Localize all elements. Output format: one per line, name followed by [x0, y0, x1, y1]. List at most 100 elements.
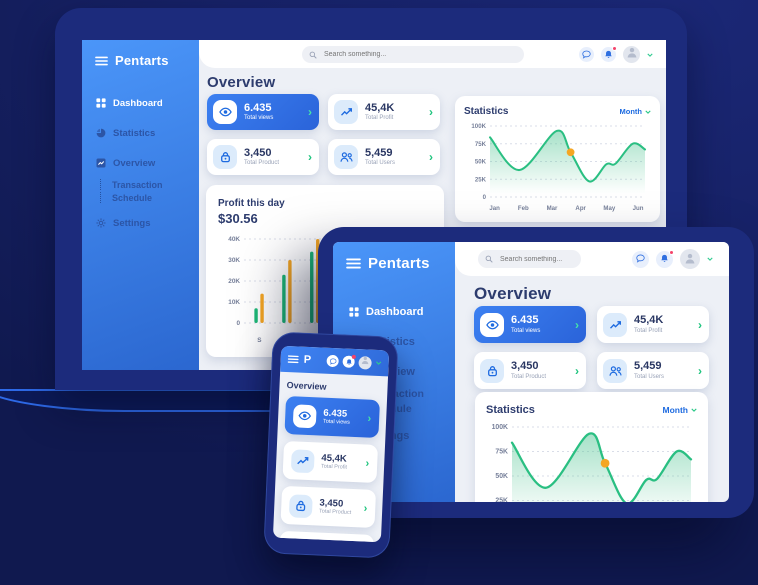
search-input[interactable] — [498, 254, 574, 264]
hamburger-icon[interactable] — [95, 56, 108, 66]
chat-icon — [636, 250, 645, 268]
sidebar-item-label: Schedule — [112, 192, 153, 203]
stat-label: Total views — [511, 327, 541, 334]
logo-row: Pentarts — [333, 242, 455, 272]
stat-card[interactable]: 6.435 Total views › — [474, 306, 586, 343]
stat-card[interactable]: 3,450 Total Product › — [280, 485, 377, 528]
chat-button[interactable] — [326, 354, 339, 368]
avatar-icon — [684, 251, 696, 269]
notifications-button[interactable] — [601, 46, 617, 62]
stat-card[interactable]: 6.435 Total views › — [207, 94, 319, 130]
sidebar-item-dashboard[interactable]: Dashboard — [333, 304, 455, 320]
statistics-icon — [96, 128, 106, 138]
stat-card[interactable]: 5,459 Total Users › — [328, 139, 440, 175]
svg-text:75K: 75K — [495, 449, 508, 456]
profile-menu-button[interactable] — [376, 361, 382, 365]
month-dropdown[interactable]: Month — [663, 405, 698, 415]
avatar[interactable] — [358, 355, 372, 370]
phone-body: Overview 6.435 Total views › 45,4K Total… — [273, 372, 388, 543]
bell-icon — [660, 250, 669, 268]
stat-card[interactable]: 5,459 Total Users › — [278, 530, 375, 543]
topbar-icons — [632, 249, 713, 269]
logo-row: Pentarts — [82, 40, 199, 68]
hamburger-icon[interactable] — [346, 258, 361, 269]
sub-item-connector — [100, 179, 105, 190]
sidebar-item-statistics[interactable]: Statistics — [82, 126, 199, 140]
stat-value: 6.435 — [244, 101, 272, 114]
stat-label: Total views — [244, 115, 274, 121]
svg-text:100K: 100K — [471, 123, 486, 130]
month-dropdown[interactable]: Month — [620, 107, 652, 116]
search-box[interactable] — [302, 46, 524, 63]
topbar — [199, 40, 666, 68]
svg-text:25K: 25K — [495, 498, 508, 503]
chevron-right-icon: › — [698, 363, 702, 378]
svg-text:Apr: Apr — [575, 205, 586, 212]
stat-value: 5,459 — [365, 146, 393, 159]
stat-label: Total Users — [634, 373, 665, 380]
stat-value: 45,4K — [634, 314, 664, 327]
month-label: Month — [662, 405, 689, 415]
chevron-right-icon: › — [429, 150, 433, 164]
stat-label: Total views — [322, 419, 351, 427]
app-logo: P — [303, 353, 312, 367]
sidebar-item-overview[interactable]: Overview — [82, 156, 199, 170]
stat-card[interactable]: 3,450 Total Product › — [207, 139, 319, 175]
topbar-icons — [326, 354, 382, 370]
profit-title: Profit this day — [218, 198, 285, 209]
chevron-right-icon: › — [698, 317, 702, 332]
search-box[interactable] — [478, 250, 581, 268]
notifications-button[interactable] — [342, 354, 356, 368]
statistics-title: Statistics — [486, 404, 535, 416]
stat-card[interactable]: 6.435 Total views › — [284, 395, 381, 439]
sidebar-item-settings[interactable]: Settings — [82, 216, 199, 230]
profile-menu-button[interactable] — [707, 257, 713, 261]
chevron-right-icon: › — [365, 457, 370, 470]
stat-cards: 6.435 Total views › 45,4K Total Profit ›… — [474, 306, 709, 389]
stat-card[interactable]: 45,4K Total Profit › — [328, 94, 440, 130]
sidebar-item-label: Dashboard — [366, 306, 424, 318]
chat-button[interactable] — [632, 250, 649, 268]
chevron-right-icon: › — [363, 501, 368, 515]
avatar[interactable] — [623, 46, 640, 63]
dashboard-icon — [349, 307, 359, 317]
svg-text:100K: 100K — [492, 424, 508, 431]
page-title: Overview — [207, 74, 276, 91]
chevron-right-icon: › — [429, 105, 433, 119]
search-input[interactable] — [322, 50, 517, 59]
avatar[interactable] — [680, 249, 700, 269]
avatar-icon — [626, 46, 638, 63]
stat-card[interactable]: 5,459 Total Users › — [597, 352, 709, 389]
app-logo: Pentarts — [368, 255, 430, 272]
chevron-down-icon — [645, 109, 651, 114]
stat-value: 3,450 — [244, 146, 272, 159]
stat-cards: 6.435 Total views › 45,4K Total Profit ›… — [278, 395, 381, 543]
sidebar-item-label: Dashboard — [113, 97, 163, 109]
sidebar-item-transaction[interactable]: Transaction — [82, 179, 199, 190]
profile-menu-button[interactable] — [647, 52, 653, 57]
sidebar-item-dashboard[interactable]: Dashboard — [82, 96, 199, 110]
product-icon — [288, 493, 313, 518]
stat-cards: 6.435 Total views › 45,4K Total Profit ›… — [207, 94, 440, 175]
svg-text:10K: 10K — [228, 299, 240, 306]
avatar-icon — [360, 356, 370, 369]
trend-up-icon — [334, 100, 358, 124]
app-logo: Pentarts — [115, 53, 169, 68]
phone-device: P Overview 6.435 Total views › 45,4K Tot… — [263, 331, 399, 559]
notifications-button[interactable] — [656, 249, 674, 268]
stat-card[interactable]: 45,4K Total Profit › — [597, 306, 709, 343]
stat-card[interactable]: 3,450 Total Product › — [474, 352, 586, 389]
svg-text:30K: 30K — [228, 257, 240, 264]
svg-text:20K: 20K — [228, 278, 240, 285]
sidebar-item-schedule[interactable]: Schedule — [82, 192, 199, 203]
profit-amount: $30.56 — [218, 211, 258, 226]
stat-card[interactable]: 45,4K Total Profit › — [282, 440, 379, 484]
chat-button[interactable] — [579, 47, 594, 62]
stat-value: 45,4K — [365, 101, 395, 114]
search-icon — [309, 51, 317, 59]
hamburger-icon[interactable] — [287, 355, 299, 364]
sidebar: Pentarts Dashboard Statistics Overview T… — [82, 40, 199, 370]
